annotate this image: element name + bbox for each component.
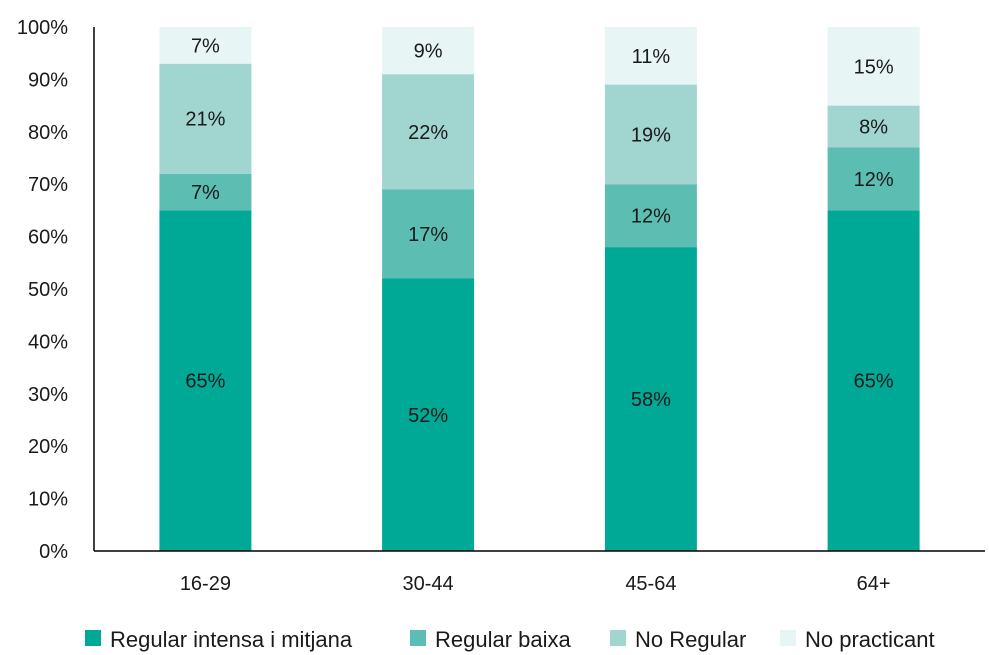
data-label: 7%	[191, 182, 220, 204]
y-tick-label: 60%	[28, 227, 68, 249]
bar-segment	[382, 189, 475, 279]
bar-segment	[827, 147, 920, 211]
data-label: 65%	[185, 371, 225, 393]
data-label: 8%	[859, 117, 888, 139]
bars-group	[159, 27, 920, 551]
data-label: 17%	[408, 224, 448, 246]
legend-swatch	[85, 630, 101, 646]
bar-segment	[159, 27, 252, 64]
legend-label: Regular baixa	[435, 627, 572, 652]
bar-segment	[159, 63, 252, 174]
data-labels-group: 65% 7% 21% 7% 52% 17% 22% 9% 58% 12% 19% 11% 65% 12% 8…	[185, 35, 894, 427]
y-tick-label: 20%	[28, 436, 68, 458]
y-tick-label: 0%	[39, 541, 68, 563]
y-tick-label: 10%	[28, 489, 68, 511]
legend-swatch	[410, 630, 426, 646]
data-label: 9%	[414, 41, 443, 63]
bar-segment	[382, 278, 475, 551]
bar-segment	[827, 210, 920, 551]
y-tick-label: 70%	[28, 174, 68, 196]
y-tick-label: 30%	[28, 384, 68, 406]
legend-swatch	[610, 630, 626, 646]
y-tick-label: 50%	[28, 279, 68, 301]
bar-segment	[827, 27, 920, 106]
bar-segment	[159, 173, 252, 211]
x-tick-label: 16-29	[180, 573, 231, 595]
bar-segment	[827, 105, 920, 148]
x-tick-label: 30-44	[403, 573, 454, 595]
legend-label: Regular intensa i mitjana	[110, 627, 353, 652]
data-label: 12%	[854, 169, 894, 191]
bar-segment	[604, 84, 697, 185]
data-label: 11%	[632, 46, 671, 68]
legend-swatch	[780, 630, 796, 646]
bar-segment	[604, 184, 697, 248]
bar-segment	[159, 210, 252, 551]
data-label: 19%	[631, 124, 671, 146]
y-tick-label: 90%	[28, 69, 68, 91]
y-tick-label: 80%	[28, 122, 68, 144]
y-tick-label: 40%	[28, 331, 68, 353]
data-label: 15%	[854, 56, 894, 78]
legend: Regular intensa i mitjana Regular baixa No…	[85, 627, 935, 652]
data-label: 22%	[408, 122, 448, 144]
y-tick-label: 100%	[17, 17, 68, 39]
data-label: 65%	[854, 371, 894, 393]
legend-label: No practicant	[805, 627, 935, 652]
data-label: 7%	[191, 35, 220, 57]
bar-segment	[382, 27, 475, 75]
x-tick-label: 64+	[857, 573, 891, 595]
data-label: 12%	[631, 206, 671, 228]
bar-segment	[382, 74, 475, 190]
y-tick-labels: 0% 10% 20% 30% 40% 50% 60% 70% 80% 90% 100%	[17, 17, 68, 563]
x-tick-labels: 16-29 30-44 45-64 64+	[180, 573, 891, 595]
legend-label: No Regular	[635, 627, 746, 652]
data-label: 58%	[631, 389, 671, 411]
x-tick-label: 45-64	[625, 573, 676, 595]
bar-segment	[604, 247, 697, 551]
bar-segment	[604, 27, 697, 85]
data-label: 52%	[408, 405, 448, 427]
data-label: 21%	[185, 109, 225, 131]
